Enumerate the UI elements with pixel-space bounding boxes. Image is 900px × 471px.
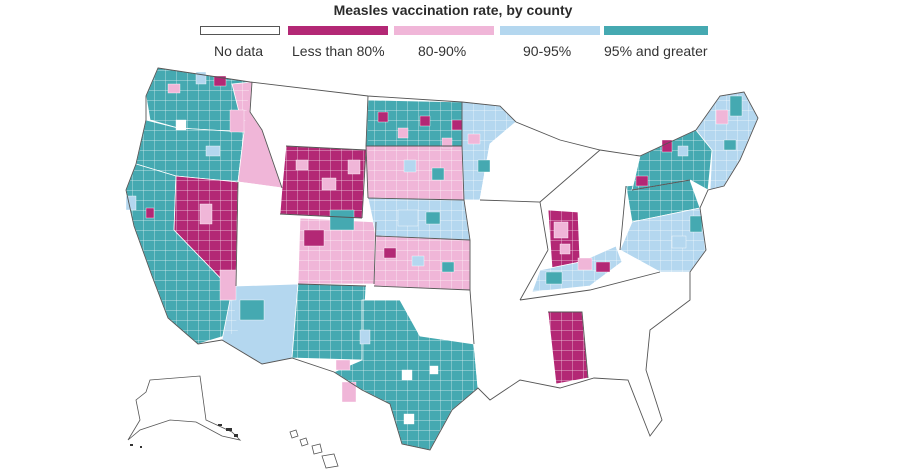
legend-label-90-95: 90-95% [523,43,572,59]
legend: No data Less than 80% 80-90% 90-95% 95% … [200,26,708,66]
legend-swatch-95-plus [604,26,708,35]
chart-title: Measles vaccination rate, by county [333,2,573,18]
legend-label-no-data: No data [214,43,264,59]
us-outline [125,67,759,451]
alaska-outline [127,375,242,441]
legend-label-80-90: 80-90% [418,43,467,59]
legend-swatch-lt80 [288,26,388,35]
legend-label-95-plus: 95% and greater [604,43,708,59]
hawaii-outline [289,429,339,469]
legend-swatch-80-90 [394,26,494,35]
legend-swatch-90-95 [500,26,600,35]
legend-label-lt80: Less than 80% [292,43,385,59]
region-montana [249,81,369,151]
legend-swatch-no-data [200,26,280,35]
